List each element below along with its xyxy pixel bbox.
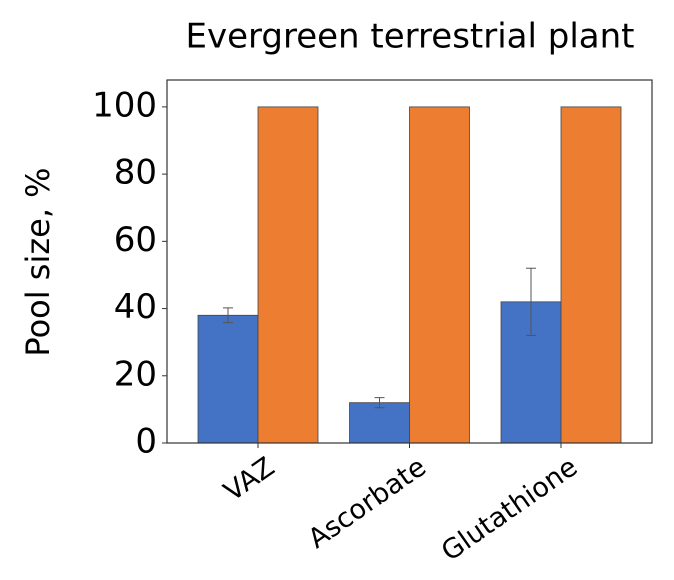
error-bar (223, 307, 233, 324)
bar (349, 402, 410, 444)
x-tick-label: VAZ (219, 451, 281, 507)
bar (409, 106, 470, 444)
bar (197, 314, 259, 444)
bar (257, 106, 319, 444)
y-tick-label: 80 (114, 153, 157, 193)
y-tick-label: 40 (114, 287, 157, 327)
plot-frame (166, 79, 653, 444)
chart-title: Evergreen terrestrial plant (186, 17, 635, 57)
y-tick-label: 60 (114, 220, 157, 260)
x-tick-label: Glutathione (436, 451, 583, 567)
y-axis-label: Pool size, % (19, 167, 57, 356)
error-bar (526, 267, 536, 336)
error-bar (374, 397, 385, 409)
y-tick-label: 0 (135, 422, 157, 462)
x-tick-label: Ascorbate (303, 451, 432, 554)
bar (560, 106, 622, 444)
y-tick-label: 20 (114, 354, 157, 394)
y-tick-label: 100 (92, 85, 157, 125)
